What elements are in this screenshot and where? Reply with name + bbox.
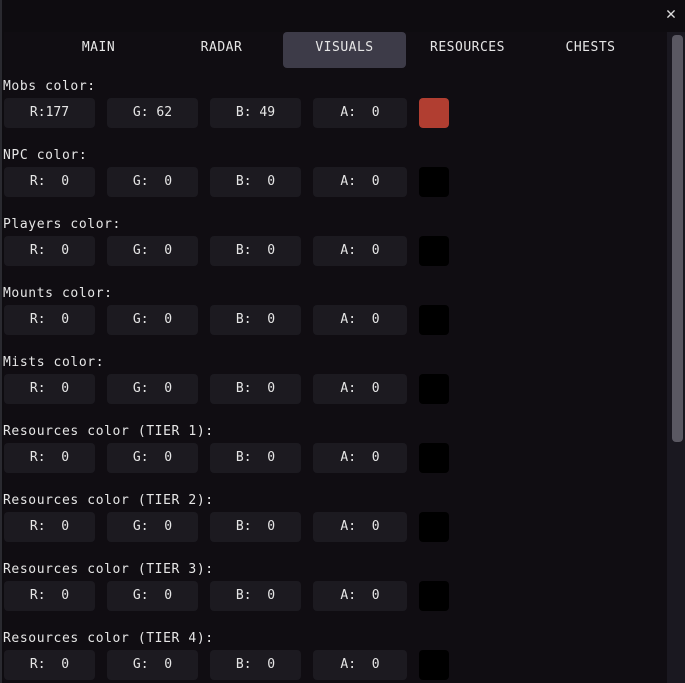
color-setting-label: Resources color (TIER 2): [3, 493, 214, 508]
color-setting: NPC color: R: 0 G: 0 B: 0 A: 0 [3, 147, 464, 197]
color-setting: Resources color (TIER 3): R: 0 G: 0 B: 0 A: … [3, 561, 464, 611]
r-channel-input[interactable]: R: 0 [4, 512, 95, 542]
b-channel-input[interactable]: B: 0 [210, 650, 301, 680]
g-channel-input[interactable]: G: 0 [107, 443, 198, 473]
r-channel-input[interactable]: R: 0 [4, 650, 95, 680]
r-channel-input[interactable]: R:177 [4, 98, 95, 128]
color-swatch[interactable] [419, 443, 449, 473]
a-channel-input[interactable]: A: 0 [313, 650, 407, 680]
scrollbar-thumb[interactable] [672, 35, 683, 442]
color-swatch[interactable] [419, 374, 449, 404]
a-channel-input[interactable]: A: 0 [313, 98, 407, 128]
tab-radar[interactable]: RADAR [200, 40, 243, 55]
color-setting-label: Mounts color: [3, 286, 113, 301]
color-swatch[interactable] [419, 236, 449, 266]
color-setting: Mists color: R: 0 G: 0 B: 0 A: 0 [3, 354, 464, 404]
g-channel-input[interactable]: G: 0 [107, 512, 198, 542]
g-channel-input[interactable]: G: 0 [107, 581, 198, 611]
tab-resources[interactable]: RESOURCES [430, 40, 505, 55]
a-channel-input[interactable]: A: 0 [313, 167, 407, 197]
g-channel-input[interactable]: G: 0 [107, 167, 198, 197]
color-swatch[interactable] [419, 305, 449, 335]
r-channel-input[interactable]: R: 0 [4, 167, 95, 197]
color-setting: Mounts color: R: 0 G: 0 B: 0 A: 0 [3, 285, 464, 335]
b-channel-input[interactable]: B: 0 [210, 512, 301, 542]
a-channel-input[interactable]: A: 0 [313, 374, 407, 404]
r-channel-input[interactable]: R: 0 [4, 443, 95, 473]
tab-visuals[interactable]: VISUALS [283, 32, 406, 68]
g-channel-input[interactable]: G: 0 [107, 305, 198, 335]
b-channel-input[interactable]: B: 0 [210, 167, 301, 197]
color-setting-label: Resources color (TIER 3): [3, 562, 214, 577]
color-setting-label: NPC color: [3, 148, 88, 163]
b-channel-input[interactable]: B: 0 [210, 443, 301, 473]
color-setting: Mobs color: R:177 G: 62 B: 49 A: 0 [3, 78, 464, 128]
a-channel-input[interactable]: A: 0 [313, 581, 407, 611]
r-channel-input[interactable]: R: 0 [4, 581, 95, 611]
color-setting-label: Players color: [3, 217, 121, 232]
color-setting: Resources color (TIER 4): R: 0 G: 0 B: 0 A: … [3, 630, 464, 680]
color-setting-label: Resources color (TIER 4): [3, 631, 214, 646]
color-swatch[interactable] [419, 512, 449, 542]
color-swatch[interactable] [419, 650, 449, 680]
close-icon[interactable]: ✕ [665, 4, 677, 24]
g-channel-input[interactable]: G: 62 [107, 98, 198, 128]
b-channel-input[interactable]: B: 0 [210, 581, 301, 611]
color-setting: Resources color (TIER 1): R: 0 G: 0 B: 0 A: … [3, 423, 464, 473]
b-channel-input[interactable]: B: 49 [210, 98, 301, 128]
a-channel-input[interactable]: A: 0 [313, 236, 407, 266]
tab-main[interactable]: MAIN [81, 40, 116, 55]
visuals-panel: MAIN RADAR VISUALS RESOURCES CHESTS Mobs col… [3, 32, 669, 683]
b-channel-input[interactable]: B: 0 [210, 236, 301, 266]
g-channel-input[interactable]: G: 0 [107, 374, 198, 404]
a-channel-input[interactable]: A: 0 [313, 443, 407, 473]
b-channel-input[interactable]: B: 0 [210, 305, 301, 335]
color-swatch[interactable] [419, 98, 449, 128]
g-channel-input[interactable]: G: 0 [107, 236, 198, 266]
r-channel-input[interactable]: R: 0 [4, 374, 95, 404]
g-channel-input[interactable]: G: 0 [107, 650, 198, 680]
tab-bar: MAIN RADAR VISUALS RESOURCES CHESTS [37, 32, 652, 68]
color-setting-label: Resources color (TIER 1): [3, 424, 214, 439]
color-swatch[interactable] [419, 167, 449, 197]
a-channel-input[interactable]: A: 0 [313, 305, 407, 335]
r-channel-input[interactable]: R: 0 [4, 236, 95, 266]
r-channel-input[interactable]: R: 0 [4, 305, 95, 335]
b-channel-input[interactable]: B: 0 [210, 374, 301, 404]
color-setting: Players color: R: 0 G: 0 B: 0 A: 0 [3, 216, 464, 266]
color-swatch[interactable] [419, 581, 449, 611]
color-setting-label: Mobs color: [3, 79, 96, 94]
tab-chests[interactable]: CHESTS [565, 40, 616, 55]
a-channel-input[interactable]: A: 0 [313, 512, 407, 542]
color-setting: Resources color (TIER 2): R: 0 G: 0 B: 0 A: … [3, 492, 464, 542]
color-setting-label: Mists color: [3, 355, 105, 370]
